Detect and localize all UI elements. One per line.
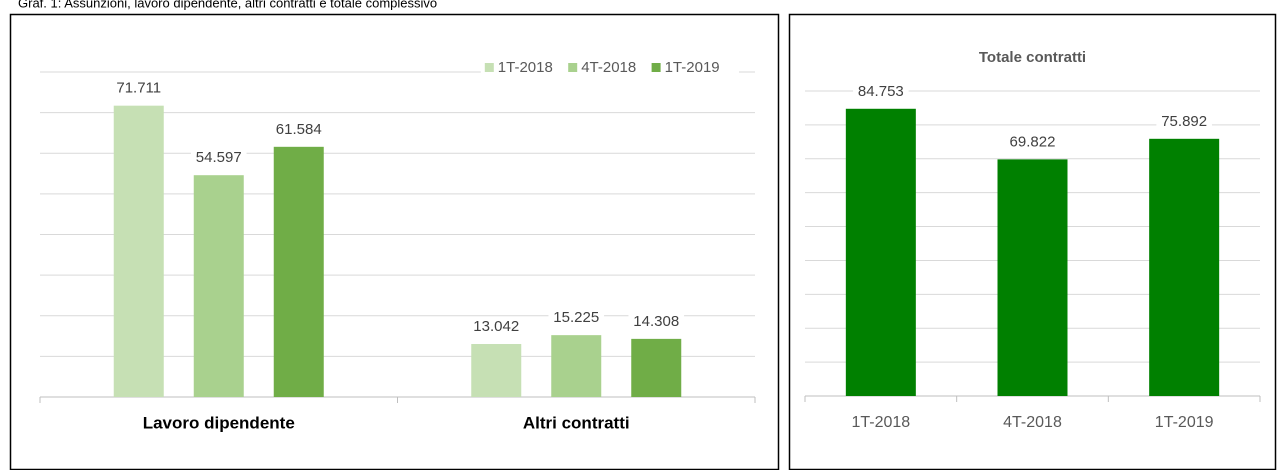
legend-label: 4T-2018 xyxy=(581,59,636,76)
bar xyxy=(997,159,1068,396)
data-label: 84.753 xyxy=(858,83,904,100)
bar xyxy=(193,175,244,397)
data-label: 13.042 xyxy=(473,318,519,335)
data-label-bg xyxy=(468,317,525,338)
bar xyxy=(471,344,522,397)
legend-label: 1T-2018 xyxy=(498,59,553,76)
legend-swatch xyxy=(651,63,661,72)
x-tick-label: Altri contratti xyxy=(523,413,630,432)
legend-swatch xyxy=(484,63,494,72)
bar xyxy=(551,335,602,397)
data-label: 69.822 xyxy=(1010,133,1056,150)
data-label: 61.584 xyxy=(276,121,322,138)
data-label: 14.308 xyxy=(633,313,679,330)
caption: Graf. 1: Assunzioni, lavoro dipendente, … xyxy=(18,0,437,10)
data-label-bg xyxy=(270,119,327,140)
data-label: 71.711 xyxy=(116,80,161,97)
bar xyxy=(273,146,324,397)
data-label: 54.597 xyxy=(196,149,242,166)
bar xyxy=(631,338,682,397)
x-tick-label: Lavoro dipendente xyxy=(143,413,295,432)
data-label-bg xyxy=(548,308,605,329)
data-label: 15.225 xyxy=(553,309,599,326)
data-label-bg xyxy=(190,148,247,169)
bar xyxy=(845,108,916,397)
legend-swatch xyxy=(568,63,578,72)
bar xyxy=(1149,138,1220,397)
data-label-bg xyxy=(1156,111,1212,132)
x-tick-label: 4T-2018 xyxy=(1003,414,1062,431)
data-label-bg xyxy=(853,81,909,102)
data-label: 75.892 xyxy=(1161,113,1207,130)
data-label-bg xyxy=(1004,132,1061,153)
x-tick-label: 1T-2018 xyxy=(851,414,910,431)
chart-title: Totale contratti xyxy=(979,49,1086,66)
data-label-bg xyxy=(628,311,685,332)
bar xyxy=(113,105,164,397)
data-label-bg xyxy=(110,78,167,99)
x-tick-label: 1T-2019 xyxy=(1155,414,1214,431)
legend-label: 1T-2019 xyxy=(665,59,720,76)
legend-bg xyxy=(480,58,739,78)
